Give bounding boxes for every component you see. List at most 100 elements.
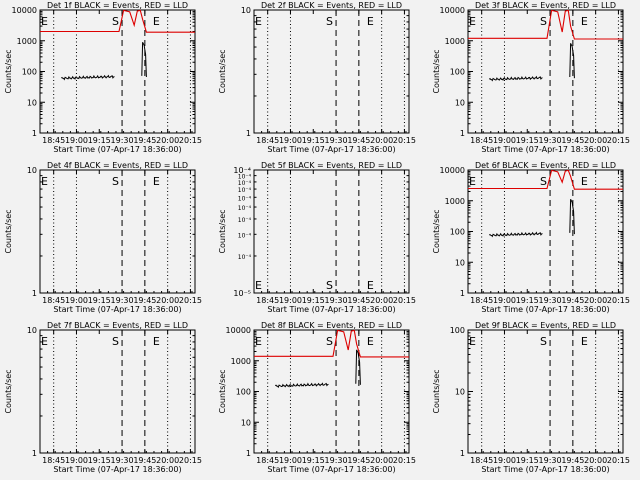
x-tick-label: 19:15	[516, 136, 539, 145]
events-series	[488, 231, 543, 238]
event-marker-e: E	[469, 15, 476, 28]
y-tick-label: 10⁻⁴	[233, 166, 251, 175]
x-tick-label: 20:15	[607, 456, 630, 465]
x-tick-label: 19:30	[325, 136, 348, 145]
y-minor-tick-label: 10⁻⁴	[238, 217, 252, 224]
x-tick-label: 19:15	[302, 296, 325, 305]
events-series	[488, 75, 543, 82]
y-axis-label: Counts/sec	[4, 209, 13, 253]
event-marker-e: E	[41, 335, 48, 348]
x-tick-label: 19:45	[133, 296, 156, 305]
event-marker-s: S	[112, 15, 119, 28]
y-tick-label: 1	[246, 129, 251, 138]
x-tick-label: 19:30	[111, 456, 134, 465]
x-tick-label: 19:15	[302, 456, 325, 465]
event-marker-s: S	[112, 335, 119, 348]
x-tick-label: 18:45	[42, 136, 65, 145]
y-minor-tick-label: 10⁻⁴	[238, 205, 252, 212]
y-tick-label: 1	[460, 129, 465, 138]
event-marker-e: E	[581, 15, 588, 28]
x-axis-label: Start Time (07-Apr-17 18:36:00)	[481, 145, 609, 154]
y-tick-label: 10	[455, 98, 465, 107]
y-tick-label: 1000	[231, 357, 251, 366]
x-tick-label: 19:00	[279, 136, 302, 145]
x-tick-label: 19:00	[65, 296, 88, 305]
y-axis-label: Counts/sec	[218, 209, 227, 253]
x-tick-label: 20:15	[607, 136, 630, 145]
event-marker-e: E	[153, 175, 160, 188]
y-tick-label: 1	[32, 449, 37, 458]
event-marker-e: E	[367, 15, 374, 28]
x-tick-label: 19:15	[88, 456, 111, 465]
y-minor-tick-label: 10⁻⁴	[238, 254, 252, 261]
panel-title: Det 4f BLACK = Events, RED = LLD	[47, 161, 188, 170]
x-axis-label: Start Time (07-Apr-17 18:36:00)	[267, 465, 395, 474]
x-tick-label: 19:45	[561, 456, 584, 465]
x-tick-label: 19:45	[561, 136, 584, 145]
x-axis-label: Start Time (07-Apr-17 18:36:00)	[53, 305, 181, 314]
event-marker-s: S	[540, 15, 547, 28]
x-tick-label: 19:00	[493, 456, 516, 465]
x-tick-label: 20:15	[179, 296, 202, 305]
y-tick-label: 10	[241, 418, 251, 427]
lld-series	[468, 169, 623, 190]
x-tick-label: 19:15	[302, 136, 325, 145]
x-tick-label: 19:30	[539, 136, 562, 145]
events-burst	[569, 198, 575, 235]
panel-title: Det 8f BLACK = Events, RED = LLD	[261, 321, 402, 330]
y-tick-label: 10	[455, 258, 465, 267]
x-tick-label: 20:15	[607, 296, 630, 305]
y-tick-label: 10000	[440, 6, 465, 15]
y-tick-label: 100	[450, 68, 465, 77]
y-tick-label: 10	[241, 6, 251, 15]
y-minor-tick-label: 10⁻⁴	[238, 180, 252, 187]
x-tick-label: 20:00	[584, 136, 607, 145]
x-tick-label: 19:00	[279, 456, 302, 465]
x-tick-label: 18:45	[42, 296, 65, 305]
x-tick-label: 20:00	[156, 296, 179, 305]
plot-frame	[467, 329, 624, 454]
panel-title: Det 6f BLACK = Events, RED = LLD	[475, 161, 616, 170]
y-tick-label: 1	[32, 129, 37, 138]
x-tick-label: 19:45	[133, 456, 156, 465]
panel-title: Det 7f BLACK = Events, RED = LLD	[47, 321, 188, 330]
event-marker-e: E	[367, 335, 374, 348]
y-tick-label: 10	[27, 166, 37, 175]
plot-frame	[39, 169, 196, 294]
y-tick-label: 10000	[226, 326, 251, 335]
x-tick-label: 19:15	[88, 136, 111, 145]
x-tick-label: 18:45	[256, 136, 279, 145]
panel-title: Det 2f BLACK = Events, RED = LLD	[261, 1, 402, 10]
x-tick-label: 20:00	[584, 296, 607, 305]
x-tick-label: 19:15	[88, 296, 111, 305]
panel-title: Det 9f BLACK = Events, RED = LLD	[475, 321, 616, 330]
y-minor-tick-label: 10⁻⁴	[238, 195, 252, 202]
y-axis-label: Counts/sec	[432, 49, 441, 93]
events-series	[61, 74, 115, 81]
plot-frame	[253, 9, 410, 134]
x-tick-label: 19:30	[539, 456, 562, 465]
x-tick-label: 20:00	[370, 136, 393, 145]
event-marker-e: E	[153, 15, 160, 28]
event-marker-e: E	[255, 335, 262, 348]
y-tick-label: 100	[450, 326, 465, 335]
x-tick-label: 18:45	[256, 456, 279, 465]
y-tick-label: 10	[455, 388, 465, 397]
y-minor-tick-label: 10⁻⁴	[238, 232, 252, 239]
events-series	[274, 382, 329, 389]
x-tick-label: 19:00	[493, 136, 516, 145]
event-marker-e: E	[41, 15, 48, 28]
event-marker-s: S	[326, 15, 333, 28]
event-marker-e: E	[41, 175, 48, 188]
y-axis-label: Counts/sec	[432, 369, 441, 413]
x-tick-label: 19:00	[279, 296, 302, 305]
event-marker-s: S	[540, 335, 547, 348]
x-tick-label: 19:15	[516, 296, 539, 305]
event-marker-e: E	[153, 335, 160, 348]
